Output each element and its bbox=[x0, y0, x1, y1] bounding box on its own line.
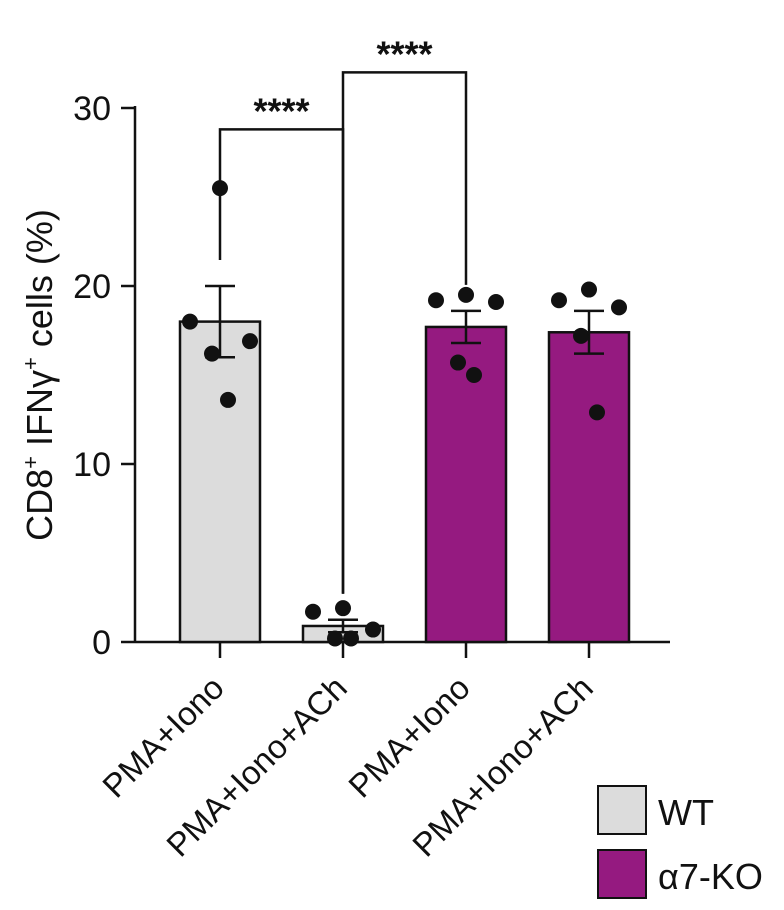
bars bbox=[178, 320, 631, 644]
y-ticks: 0 10 20 30 bbox=[73, 90, 135, 662]
legend: WT α7-KO bbox=[597, 785, 763, 899]
legend-swatch-wt bbox=[597, 785, 647, 835]
data-point bbox=[450, 354, 466, 371]
data-point bbox=[327, 630, 343, 647]
x-tick-label: PMA+Iono bbox=[341, 669, 477, 805]
data-point bbox=[343, 630, 359, 647]
y-tick-label: 30 bbox=[73, 90, 111, 128]
data-point bbox=[488, 294, 504, 311]
data-point bbox=[242, 333, 258, 350]
data-point bbox=[581, 281, 597, 298]
bar bbox=[547, 331, 631, 644]
data-point bbox=[182, 313, 198, 330]
legend-swatch-a7ko bbox=[597, 849, 647, 899]
data-point bbox=[611, 299, 627, 316]
data-point bbox=[551, 292, 567, 309]
significance-bracket bbox=[341, 71, 468, 594]
legend-label-wt: WT bbox=[658, 792, 714, 833]
data-point bbox=[589, 404, 605, 421]
data-point bbox=[204, 345, 220, 362]
bar bbox=[178, 320, 262, 644]
error-bars bbox=[205, 284, 604, 634]
y-tick-label: 0 bbox=[92, 624, 111, 662]
data-point bbox=[573, 327, 589, 344]
significance-brackets: **** **** bbox=[218, 33, 468, 594]
data-point bbox=[466, 367, 482, 383]
significance-label: **** bbox=[376, 33, 432, 74]
data-point bbox=[335, 600, 351, 617]
y-tick-label: 10 bbox=[73, 446, 111, 484]
data-point bbox=[458, 286, 474, 303]
data-point bbox=[428, 292, 444, 309]
data-point bbox=[365, 621, 381, 638]
y-tick-label: 20 bbox=[73, 268, 111, 306]
significance-label: **** bbox=[253, 90, 309, 131]
data-point bbox=[220, 391, 236, 408]
data-point bbox=[305, 603, 321, 620]
x-tick-label: PMA+Iono bbox=[95, 669, 231, 805]
y-axis-label: CD8+ IFNγ+ cells (%) bbox=[18, 209, 60, 541]
legend-label-a7ko: α7-KO bbox=[658, 856, 763, 897]
bar bbox=[424, 325, 508, 644]
data-points bbox=[182, 180, 627, 647]
